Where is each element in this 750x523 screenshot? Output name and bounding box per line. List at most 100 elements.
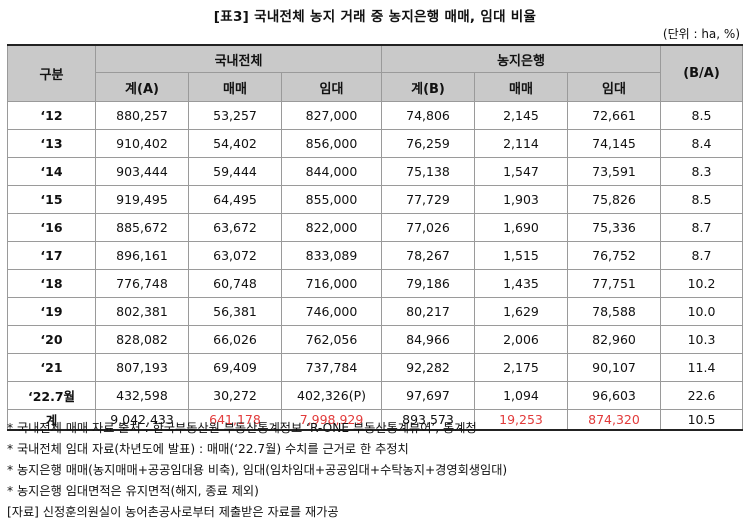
row-national-sale: 66,026 xyxy=(188,325,282,354)
row-bank-total: 92,282 xyxy=(381,353,475,382)
row-bank-sale: 1,547 xyxy=(474,157,568,186)
total-ratio: 10.5 xyxy=(660,409,743,431)
row-national-total: 919,495 xyxy=(95,185,189,214)
header-group-bank: 농지은행 xyxy=(381,44,661,73)
row-bank-total: 75,138 xyxy=(381,157,475,186)
row-national-sale: 63,672 xyxy=(188,213,282,242)
row-year: ‘22.7월 xyxy=(7,381,96,410)
header-national-sale: 매매 xyxy=(188,72,282,102)
row-ratio: 8.5 xyxy=(660,185,743,214)
row-bank-lease: 82,960 xyxy=(567,325,661,354)
row-national-sale: 60,748 xyxy=(188,269,282,298)
row-year: ‘20 xyxy=(7,325,96,354)
table-row: ‘12 880,257 53,257 827,000 74,806 2,145 72,661… xyxy=(7,101,743,130)
row-bank-lease: 73,591 xyxy=(567,157,661,186)
row-national-lease: 746,000 xyxy=(281,297,382,326)
row-year: ‘19 xyxy=(7,297,96,326)
row-bank-sale: 2,175 xyxy=(474,353,568,382)
row-national-total: 802,381 xyxy=(95,297,189,326)
row-national-sale: 56,381 xyxy=(188,297,282,326)
row-year: ‘12 xyxy=(7,101,96,130)
unit-label: (단위 : ha, %) xyxy=(662,27,740,41)
table-row: ‘16 885,672 63,672 822,000 77,026 1,690 75,336… xyxy=(7,213,743,242)
row-bank-sale: 1,515 xyxy=(474,241,568,270)
row-national-sale: 64,495 xyxy=(188,185,282,214)
row-bank-lease: 96,603 xyxy=(567,381,661,410)
table-row: ‘13 910,402 54,402 856,000 76,259 2,114 74,145… xyxy=(7,129,743,158)
row-bank-sale: 2,006 xyxy=(474,325,568,354)
row-national-lease: 737,784 xyxy=(281,353,382,382)
note-line: * 국내전체 임대 자료(차년도에 발표) : 매매(‘22.7월) 수치를 근… xyxy=(7,442,409,456)
total-bank-lease: 874,320 xyxy=(567,409,661,431)
row-bank-total: 78,267 xyxy=(381,241,475,270)
total-national-total: 9,042,433 xyxy=(95,409,189,431)
source-line: [자료] 신정훈의원실이 농어촌공사로부터 제출받은 자료를 재가공 xyxy=(7,505,339,519)
row-national-total: 880,257 xyxy=(95,101,189,130)
row-bank-sale: 1,903 xyxy=(474,185,568,214)
row-bank-lease: 77,751 xyxy=(567,269,661,298)
row-national-total: 807,193 xyxy=(95,353,189,382)
note-line: * 농지은행 매매(농지매매+공공임대용 비축), 임대(임차임대+공공임대+수… xyxy=(7,463,508,477)
row-national-lease: 827,000 xyxy=(281,101,382,130)
row-year: ‘15 xyxy=(7,185,96,214)
note-line: * 농지은행 임대면적은 유지면적(해지, 종료 제외) xyxy=(7,484,259,498)
row-national-sale: 53,257 xyxy=(188,101,282,130)
total-bank-sale: 19,253 xyxy=(474,409,568,431)
row-national-sale: 30,272 xyxy=(188,381,282,410)
row-national-sale: 63,072 xyxy=(188,241,282,270)
header-group-national: 국내전체 xyxy=(95,44,382,73)
row-national-sale: 54,402 xyxy=(188,129,282,158)
row-bank-sale: 1,690 xyxy=(474,213,568,242)
row-bank-total: 84,966 xyxy=(381,325,475,354)
row-bank-sale: 2,114 xyxy=(474,129,568,158)
header-national-lease: 임대 xyxy=(281,72,382,102)
row-bank-lease: 75,336 xyxy=(567,213,661,242)
row-bank-lease: 74,145 xyxy=(567,129,661,158)
row-bank-total: 76,259 xyxy=(381,129,475,158)
table-row: ‘15 919,495 64,495 855,000 77,729 1,903 75,826… xyxy=(7,185,743,214)
row-national-total: 896,161 xyxy=(95,241,189,270)
total-bank-total: 893,573 xyxy=(381,409,475,431)
row-national-lease: 833,089 xyxy=(281,241,382,270)
row-ratio: 8.7 xyxy=(660,241,743,270)
table-title: [표3] 국내전체 농지 거래 중 농지은행 매매, 임대 비율 xyxy=(213,9,537,25)
row-national-sale: 69,409 xyxy=(188,353,282,382)
header-national-total: 계(A) xyxy=(95,72,189,102)
row-national-lease: 402,326(P) xyxy=(281,381,382,410)
row-national-lease: 856,000 xyxy=(281,129,382,158)
total-national-lease: 7,998,929 xyxy=(281,409,382,431)
row-ratio: 10.0 xyxy=(660,297,743,326)
row-national-lease: 762,056 xyxy=(281,325,382,354)
farmland-transaction-table: 구분 국내전체 농지은행 (B/A) 계(A) 매매 임대 계(B) 매매 임대… xyxy=(7,44,743,431)
row-bank-lease: 90,107 xyxy=(567,353,661,382)
row-year: ‘17 xyxy=(7,241,96,270)
table-row: ‘20 828,082 66,026 762,056 84,966 2,006 82,960… xyxy=(7,325,743,354)
row-ratio: 8.4 xyxy=(660,129,743,158)
row-ratio: 22.6 xyxy=(660,381,743,410)
table-row: ‘14 903,444 59,444 844,000 75,138 1,547 73,591… xyxy=(7,157,743,186)
row-bank-total: 77,729 xyxy=(381,185,475,214)
row-national-sale: 59,444 xyxy=(188,157,282,186)
header-bank-total: 계(B) xyxy=(381,72,475,102)
row-bank-total: 77,026 xyxy=(381,213,475,242)
row-bank-lease: 76,752 xyxy=(567,241,661,270)
row-year: ‘14 xyxy=(7,157,96,186)
header-division: 구분 xyxy=(7,44,96,102)
row-bank-sale: 1,094 xyxy=(474,381,568,410)
row-national-lease: 844,000 xyxy=(281,157,382,186)
row-national-lease: 855,000 xyxy=(281,185,382,214)
row-year: ‘13 xyxy=(7,129,96,158)
row-bank-total: 97,697 xyxy=(381,381,475,410)
row-bank-sale: 2,145 xyxy=(474,101,568,130)
table-row: ‘19 802,381 56,381 746,000 80,217 1,629 78,588… xyxy=(7,297,743,326)
row-national-total: 776,748 xyxy=(95,269,189,298)
row-national-total: 903,444 xyxy=(95,157,189,186)
note-line: * 국내전체 매매 자료 출처 : 한국부동산원 부동산통계정보 ‘R-ONE … xyxy=(7,421,477,435)
row-bank-lease: 78,588 xyxy=(567,297,661,326)
header-bank-lease: 임대 xyxy=(567,72,661,102)
row-bank-total: 79,186 xyxy=(381,269,475,298)
row-bank-total: 74,806 xyxy=(381,101,475,130)
row-ratio: 10.2 xyxy=(660,269,743,298)
row-national-total: 885,672 xyxy=(95,213,189,242)
row-ratio: 8.5 xyxy=(660,101,743,130)
